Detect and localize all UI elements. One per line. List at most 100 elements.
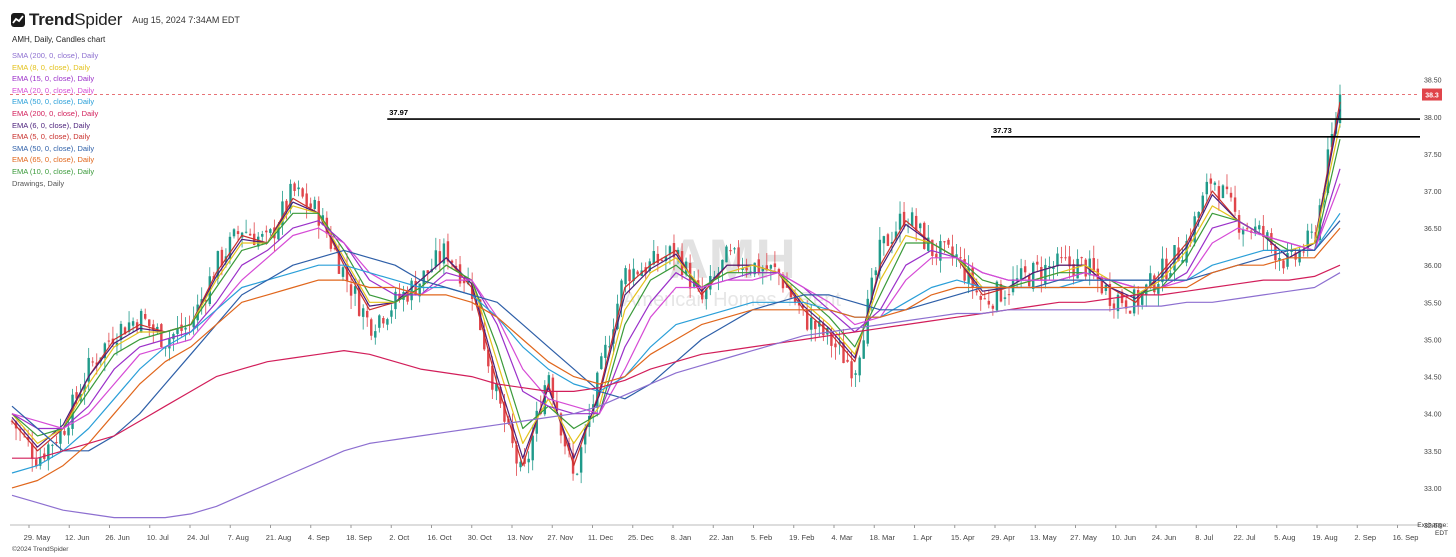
candle-body (858, 357, 861, 376)
candle (184, 317, 187, 342)
drawn-levels-layer[interactable]: 37.97 37.73 38.3 (10, 88, 1442, 138)
candle (757, 253, 760, 276)
candle-body (1092, 258, 1095, 272)
candle (914, 208, 918, 242)
legend-entry[interactable]: EMA (200, 0, close), Daily (12, 108, 99, 118)
x-tick-label: 19. Aug (1312, 533, 1337, 542)
candle (1036, 255, 1039, 272)
candle-body (349, 284, 353, 296)
candle-body (987, 300, 991, 305)
candle-body (67, 427, 70, 436)
candle-body (733, 248, 736, 250)
candle-body (1258, 225, 1261, 230)
legend-entry[interactable]: EMA (65, 0, close), Daily (12, 155, 95, 165)
exchange-info: Exchange: EDT (1417, 522, 1448, 538)
candle-body (160, 324, 163, 348)
candle-body (382, 317, 385, 324)
candle (83, 372, 86, 405)
legend-entry[interactable]: EMA (10, 0, close), Daily (12, 166, 95, 176)
candle-body (1072, 264, 1075, 277)
candle-body (918, 223, 922, 229)
candle-body (551, 377, 555, 399)
candle-body (757, 259, 760, 273)
candle (652, 239, 656, 266)
candle-body (914, 215, 918, 231)
candle-body (394, 291, 397, 310)
legend-entry[interactable]: EMA (15, 0, close), Daily (12, 74, 95, 84)
candle (1237, 210, 1241, 240)
horizontal-level-label: 37.73 (993, 126, 1012, 135)
candle-body (975, 290, 978, 293)
y-tick-label: 34.50 (1424, 375, 1442, 382)
candle (773, 251, 777, 272)
candle (1233, 185, 1237, 216)
candle-body (1076, 258, 1079, 279)
candle (1056, 247, 1059, 277)
legend-entry[interactable]: EMA (5, 0, close), Daily (12, 132, 90, 142)
candle (935, 242, 938, 266)
candle-body (995, 281, 999, 311)
candle (644, 262, 647, 280)
candle-body (519, 461, 522, 468)
candle-body (281, 201, 284, 226)
candle-body (854, 373, 857, 375)
candle-body (898, 213, 902, 230)
legend-entry[interactable]: EMA (8, 0, close), Daily (12, 62, 90, 72)
candle-body (1229, 192, 1233, 198)
candle-body (741, 268, 744, 270)
candle-body (874, 270, 878, 276)
candle (765, 253, 769, 272)
candle (59, 418, 62, 453)
x-tick-label: 8. Jul (1195, 533, 1213, 542)
legend-entry[interactable]: SMA (50, 0, close), Daily (12, 143, 95, 153)
moving-averages-layer (11, 101, 1341, 519)
candle-body (269, 229, 272, 233)
candle (620, 278, 623, 318)
candle (345, 253, 349, 293)
candle (438, 239, 442, 273)
legend-entry[interactable]: EMA (6, 0, close), Daily (12, 120, 90, 130)
candle-body (761, 268, 764, 272)
ma-line (11, 101, 1341, 467)
candle (252, 222, 256, 246)
candle-body (1225, 186, 1229, 190)
candle-body (1116, 294, 1120, 312)
candle-body (1270, 233, 1273, 246)
candle (1205, 173, 1209, 204)
candle (394, 287, 397, 320)
copyright: ©2024 TrendSpider (12, 546, 69, 553)
legend-entry[interactable]: SMA (200, 0, close), Daily (12, 51, 99, 60)
x-tick-label: 13. Nov (507, 533, 533, 542)
legend-entry[interactable]: EMA (20, 0, close), Daily (12, 85, 95, 95)
candle-body (236, 231, 240, 235)
candle-body (1274, 246, 1277, 261)
legend-entry[interactable]: EMA (50, 0, close), Daily (12, 97, 95, 107)
y-tick-label: 33.50 (1424, 449, 1442, 456)
candle-body (842, 342, 845, 364)
candle-body (26, 437, 30, 441)
legend-entry[interactable]: Drawings, Daily (12, 178, 65, 188)
candle-body (1169, 272, 1172, 277)
candle-body (999, 283, 1003, 302)
candle-body (192, 319, 195, 328)
candle (446, 233, 450, 270)
candle-body (313, 199, 316, 209)
candle (777, 267, 781, 286)
candle (979, 293, 982, 311)
ma-line (11, 183, 1341, 430)
candle (1282, 258, 1285, 274)
candle-body (745, 267, 748, 271)
candle-body (1056, 253, 1059, 267)
ma-line (11, 138, 1341, 437)
candle-body (1080, 257, 1083, 259)
candle-body (1124, 300, 1128, 309)
candle (297, 180, 300, 197)
candle-body (1298, 250, 1301, 263)
candle-body (216, 251, 220, 279)
y-tick-label: 37.00 (1424, 189, 1442, 196)
candle-body (1306, 230, 1309, 249)
candle-body (309, 203, 312, 208)
x-tick-label: 19. Feb (789, 533, 814, 542)
candle-body (438, 251, 442, 263)
